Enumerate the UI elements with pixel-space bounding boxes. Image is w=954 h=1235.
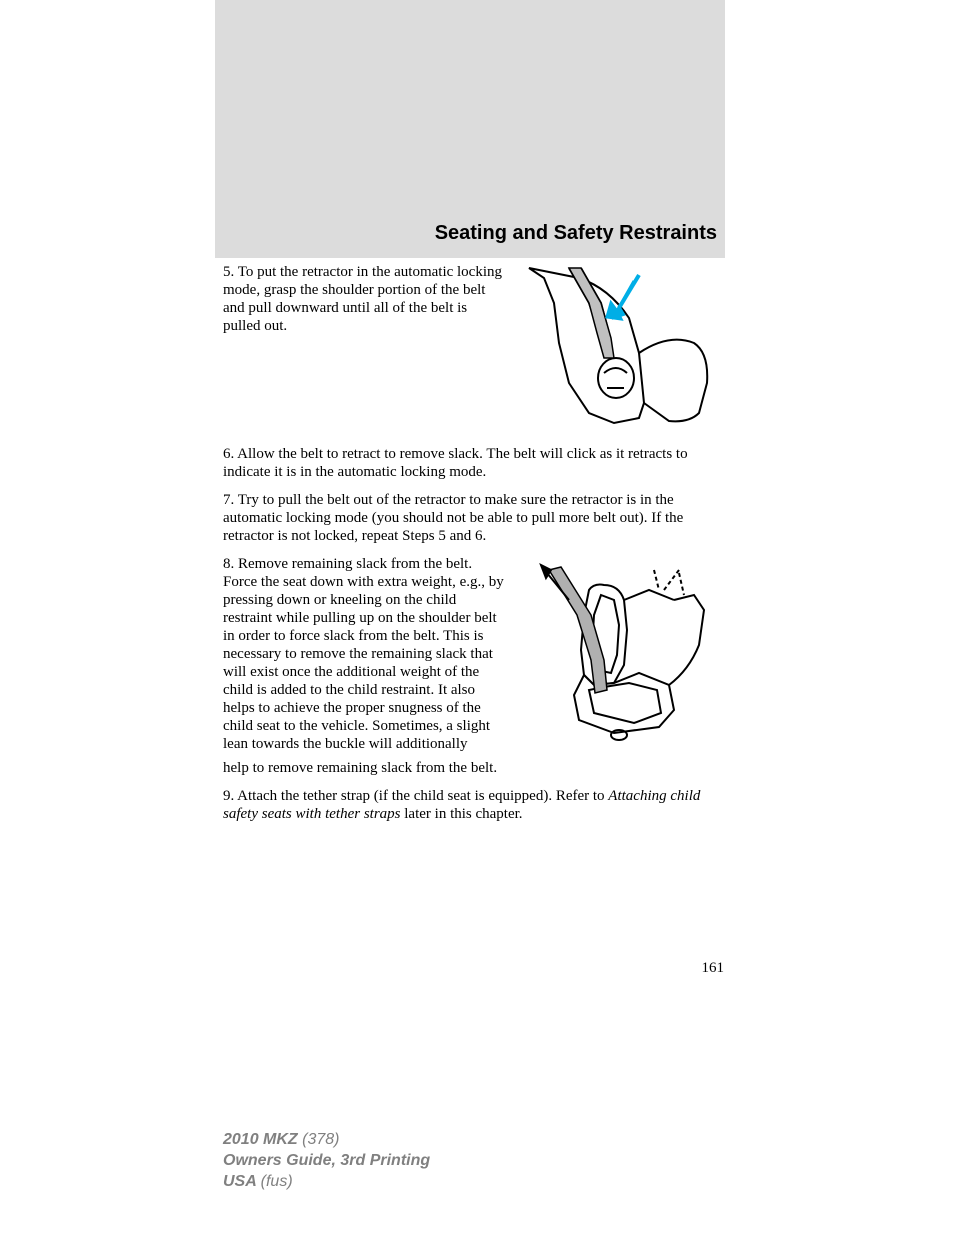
footer-region-code: (fus)	[261, 1173, 293, 1190]
footer-line-2: Owners Guide, 3rd Printing	[223, 1151, 430, 1172]
step-8-continuation: help to remove remaining slack from the …	[223, 759, 717, 777]
step-8-text: 8. Remove remaining slack from the belt.…	[223, 555, 507, 753]
footer-model: 2010 MKZ	[223, 1131, 302, 1148]
main-content: 5. To put the retractor in the automatic…	[215, 263, 725, 823]
step-9-prefix: 9. Attach the tether strap (if the child…	[223, 788, 608, 804]
step-9-text: 9. Attach the tether strap (if the child…	[223, 787, 717, 823]
footer-line-3: USA (fus)	[223, 1172, 430, 1193]
footer-region: USA	[223, 1173, 261, 1190]
page-number: 161	[702, 960, 725, 977]
step-5-container: 5. To put the retractor in the automatic…	[223, 263, 717, 431]
footer: 2010 MKZ (378) Owners Guide, 3rd Printin…	[223, 1130, 430, 1192]
retractor-illustration	[519, 263, 717, 431]
step-9-suffix: later in this chapter.	[401, 806, 523, 822]
step-5-text: 5. To put the retractor in the automatic…	[223, 263, 507, 431]
step-7-text: 7. Try to pull the belt out of the retra…	[223, 491, 717, 545]
child-seat-illustration	[519, 555, 717, 753]
header-gray-band	[215, 0, 725, 258]
step-6-text: 6. Allow the belt to retract to remove s…	[223, 445, 717, 481]
footer-line-1: 2010 MKZ (378)	[223, 1130, 430, 1151]
page-content: Seating and Safety Restraints 5. To put …	[215, 222, 725, 823]
footer-code: (378)	[302, 1131, 339, 1148]
step-8-container: 8. Remove remaining slack from the belt.…	[223, 555, 717, 753]
section-title: Seating and Safety Restraints	[215, 222, 725, 245]
